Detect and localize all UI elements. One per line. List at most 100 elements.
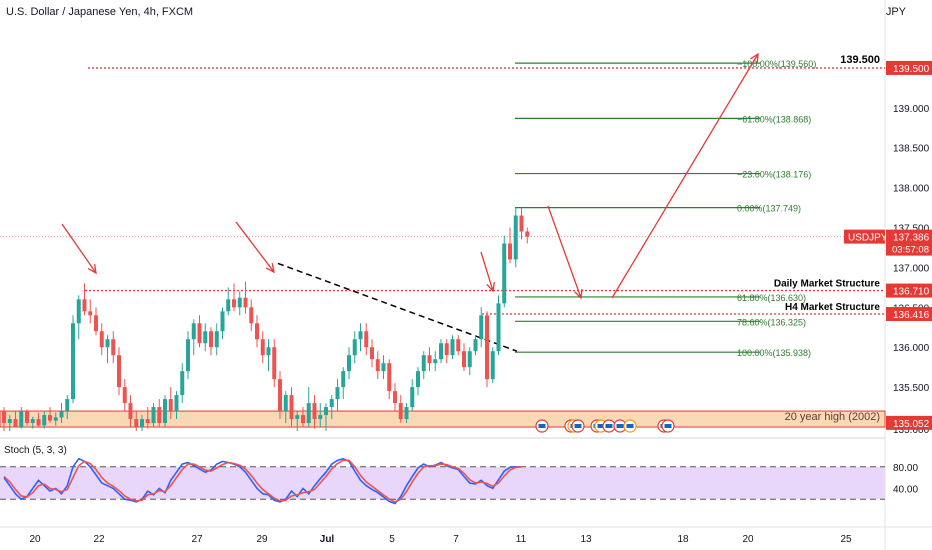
candle-body — [249, 307, 254, 324]
candle-body — [186, 339, 190, 372]
time-tick: 5 — [389, 534, 395, 545]
arrow-line-1 — [235, 221, 275, 273]
candle-body — [347, 355, 351, 372]
fib-ext-label-1: −61.80%(138.868) — [737, 114, 811, 124]
candle-body — [485, 315, 489, 380]
candle-body — [2, 411, 6, 424]
candle-body — [450, 339, 455, 356]
candle-body — [25, 411, 29, 424]
candle-body — [7, 419, 12, 424]
countdown-badge: 03:57:08 — [892, 245, 929, 256]
target-label: 139.500 — [840, 54, 880, 66]
candle-body — [209, 331, 213, 348]
time-tick: 7 — [453, 534, 459, 545]
arrow-head-3 — [574, 288, 583, 300]
cut-tick: 135.000 — [893, 425, 930, 436]
last-badge: 137.386 — [893, 233, 930, 244]
h4-structure-label: H4 Market Structure — [785, 302, 880, 313]
candle-body — [220, 311, 225, 332]
candle-body — [519, 215, 524, 232]
stoch-tick-80: 80.00 — [893, 463, 918, 474]
candle-body — [427, 355, 432, 364]
daily-badge-bg — [886, 283, 932, 298]
candle-body — [174, 395, 179, 412]
stoch-label: Stoch (5, 3, 3) — [4, 445, 67, 456]
candle-body — [358, 331, 363, 340]
candle-body — [145, 419, 150, 424]
candle-body — [65, 399, 70, 412]
candle-body — [513, 215, 518, 260]
time-tick: 20 — [29, 534, 41, 545]
candle-body — [157, 407, 162, 424]
target-badge-bg — [886, 60, 932, 75]
candle-body — [30, 419, 35, 424]
low-badge-bg — [886, 415, 932, 430]
candle-body — [191, 323, 196, 340]
candle-body — [433, 359, 438, 364]
candle-body — [13, 419, 18, 428]
candle-body — [94, 315, 98, 332]
fib-ret-label-1: 78.60%(136.325) — [737, 317, 806, 327]
candle-body — [387, 363, 392, 392]
daily-badge: 136.710 — [893, 287, 930, 298]
candle-body — [301, 415, 305, 424]
fib-ret-label-2: 100.00%(135.938) — [737, 348, 811, 358]
time-tick: 18 — [677, 534, 689, 545]
price-tick: 138.500 — [893, 144, 930, 155]
arrow-head-2 — [486, 282, 496, 293]
chart-title: U.S. Dollar / Japanese Yen, 4h, FXCM — [6, 6, 194, 18]
symbol-badge-bg — [844, 229, 885, 244]
h4-badge-bg — [886, 307, 932, 322]
candle-body — [140, 419, 144, 428]
daily-structure-label: Daily Market Structure — [774, 279, 881, 290]
fib-ext-label-0: −100.00%(139.560) — [737, 59, 816, 69]
candle-body — [370, 347, 374, 360]
candle-body — [289, 395, 294, 420]
candle-body — [444, 343, 449, 356]
candle-body — [76, 299, 81, 324]
stoch-band — [0, 466, 885, 500]
candle-body — [306, 403, 311, 424]
candle-body — [439, 343, 443, 360]
price-tick: 139.000 — [893, 104, 930, 115]
time-tick: 11 — [516, 534, 527, 545]
time-tick: 22 — [93, 534, 105, 545]
trendline — [277, 262, 518, 352]
zone-20-year-high — [0, 410, 886, 428]
fib-ext-label-2: −23.60%(138.176) — [737, 170, 811, 180]
candle-body — [329, 399, 334, 408]
candle-body — [283, 395, 288, 412]
event-flag-icon-stripe — [538, 424, 546, 428]
event-flag-icon-stripe — [574, 424, 582, 428]
stoch-d-line — [3, 459, 522, 503]
candle-body — [416, 371, 420, 388]
time-tick: 13 — [580, 534, 592, 545]
candle-body — [393, 391, 397, 404]
target-badge: 139.500 — [893, 64, 930, 75]
arrow-head-4 — [750, 52, 759, 64]
candle-body — [364, 331, 369, 348]
candle-body — [456, 339, 461, 352]
candle-body — [128, 403, 133, 420]
candle-body — [122, 387, 127, 404]
candle-body — [467, 351, 472, 368]
candle-body — [312, 403, 317, 420]
price-tick: 135.500 — [893, 383, 930, 394]
time-tick: 29 — [256, 534, 268, 545]
candle-body — [42, 415, 47, 426]
candle-body — [398, 403, 403, 420]
candle-body — [421, 355, 426, 372]
candle-body — [324, 407, 328, 416]
candle-body — [151, 407, 156, 424]
candle-body — [266, 347, 271, 356]
candle-body — [335, 387, 340, 400]
candle-body — [502, 243, 507, 304]
arrow-line-3 — [547, 205, 582, 299]
time-tick: Jul — [320, 534, 335, 545]
fib-ret-label-0: 61.80%(136.630) — [737, 293, 806, 303]
arrow-line-0 — [61, 223, 97, 274]
candle-body — [197, 323, 202, 344]
candle-body — [19, 411, 24, 428]
